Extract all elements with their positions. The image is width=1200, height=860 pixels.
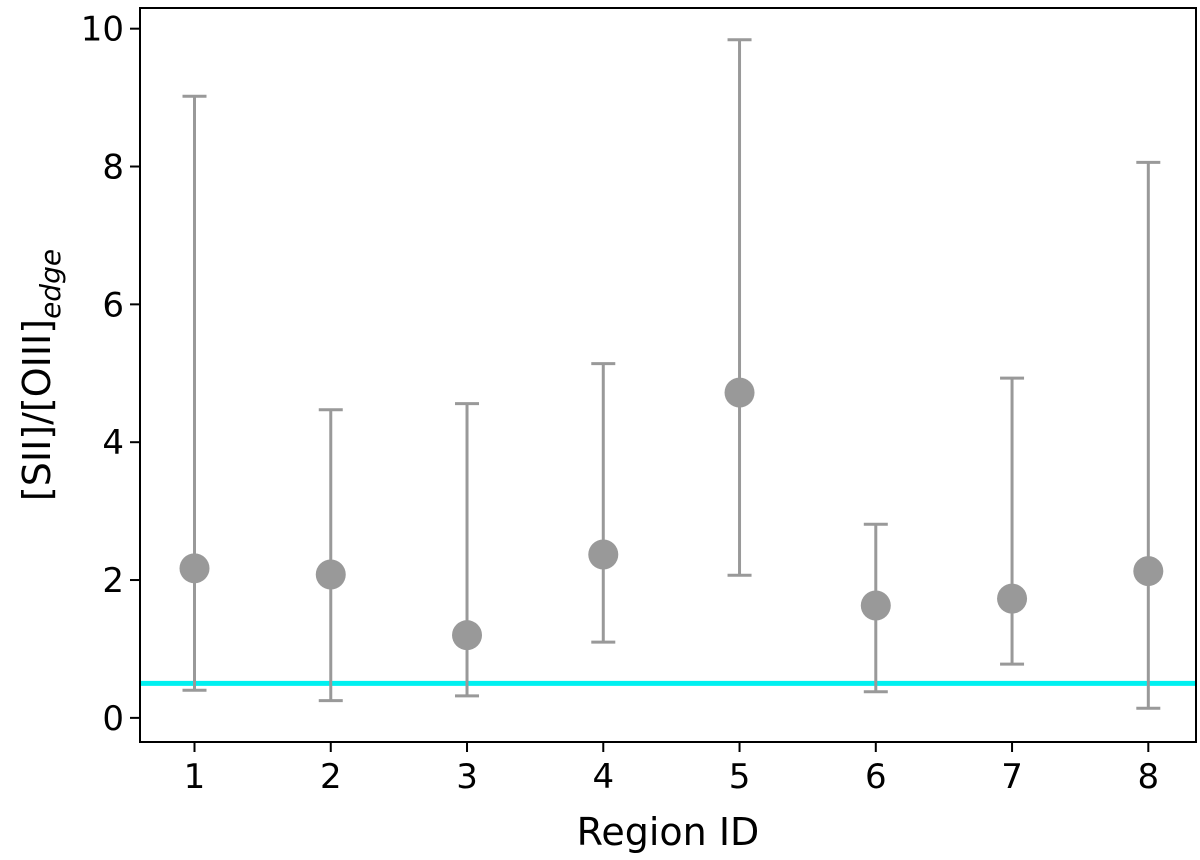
- x-tick-label-3: 3: [456, 757, 478, 797]
- data-point-8: [1133, 556, 1164, 587]
- y-axis-ticks: 0 2 4 6 8 10: [81, 10, 140, 739]
- data-point-3: [452, 620, 483, 651]
- plot-frame: [139, 7, 1197, 743]
- y-tick-label-4: 4: [102, 423, 124, 463]
- y-tick-label-8: 8: [102, 148, 124, 188]
- y-tick-label-10: 10: [81, 10, 124, 50]
- y-axis-label-main: [SII]/[OIII]: [15, 319, 59, 501]
- x-tick-label-2: 2: [320, 757, 342, 797]
- y-tick-label-2: 2: [102, 561, 124, 601]
- data-point-5: [724, 377, 755, 408]
- data-point-1: [179, 553, 210, 584]
- error-bars: [182, 38, 1161, 710]
- x-tick-label-6: 6: [865, 757, 887, 797]
- data-point-2: [315, 559, 346, 590]
- x-axis-label: Region ID: [577, 810, 760, 854]
- data-points: [179, 377, 1164, 651]
- x-tick-label-1: 1: [184, 757, 206, 797]
- y-tick-label-0: 0: [102, 699, 124, 739]
- y-axis-label: [SII]/[OIII]edge: [15, 249, 67, 501]
- data-point-6: [860, 590, 891, 621]
- x-tick-label-7: 7: [1001, 757, 1023, 797]
- x-tick-label-8: 8: [1137, 757, 1159, 797]
- y-tick-label-6: 6: [102, 285, 124, 325]
- data-point-7: [997, 583, 1028, 614]
- data-point-4: [588, 539, 619, 570]
- x-axis-ticks: 1 2 3 4 5 6 7 8: [184, 742, 1159, 797]
- x-tick-label-4: 4: [592, 757, 614, 797]
- y-axis-label-subscript: edge: [34, 249, 67, 319]
- x-tick-label-5: 5: [729, 757, 751, 797]
